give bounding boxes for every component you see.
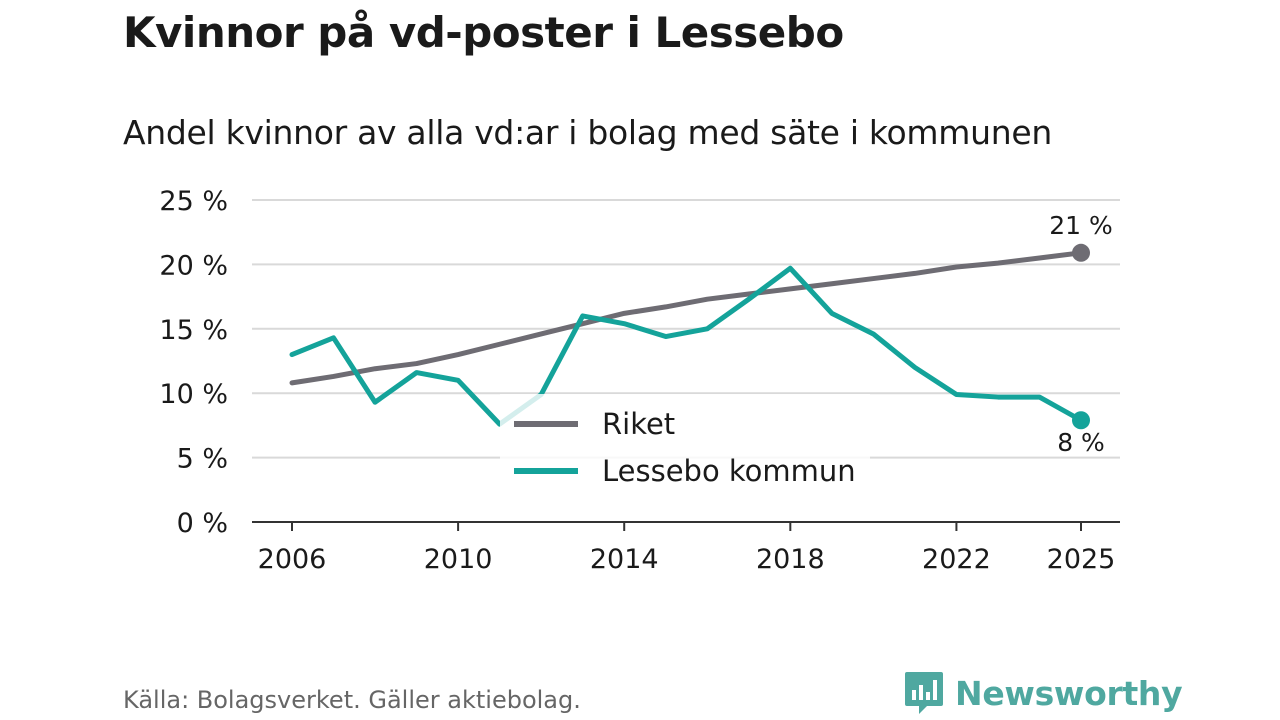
x-axis-tick-labels: 2006 2010 2014 2018 2022 2025	[258, 544, 1116, 575]
newsworthy-logo-icon	[905, 672, 943, 714]
x-tick-label: 2014	[590, 544, 659, 575]
legend-label: Riket	[602, 407, 675, 441]
series-line-lessebo	[289, 265, 1084, 427]
y-tick-label: 0 %	[177, 508, 228, 539]
x-tick-label: 2010	[424, 544, 493, 575]
y-tick-label: 10 %	[159, 379, 228, 410]
x-axis	[252, 521, 1120, 531]
source-note: Källa: Bolagsverket. Gäller aktiebolag.	[123, 686, 581, 714]
legend-background	[500, 394, 870, 494]
end-label: 8 %	[1057, 428, 1105, 457]
y-tick-label: 5 %	[177, 444, 228, 475]
x-tick-label: 2018	[756, 544, 825, 575]
end-point-marker	[1072, 411, 1090, 430]
brand-logo: Newsworthy	[903, 670, 1183, 716]
legend-label: Lessebo kommun	[602, 454, 856, 488]
y-tick-label: 15 %	[159, 315, 228, 346]
y-tick-label: 20 %	[159, 250, 228, 281]
brand-name: Newsworthy	[955, 673, 1183, 713]
end-label: 21 %	[1049, 211, 1113, 240]
chart-title: Kvinnor på vd-poster i Lessebo	[123, 8, 844, 57]
end-labels: 21 % 8 %	[1049, 211, 1113, 457]
x-tick-label: 2006	[258, 544, 327, 575]
chart-subtitle: Andel kvinnor av alla vd:ar i bolag med …	[123, 113, 1052, 152]
y-axis-tick-labels: 0 % 5 % 10 % 15 % 20 % 25 %	[159, 186, 228, 539]
series-line-riket	[289, 250, 1084, 386]
series-layer	[289, 243, 1090, 430]
end-point-marker	[1072, 243, 1090, 262]
y-tick-label: 25 %	[159, 186, 228, 217]
legend: Riket Lessebo kommun	[500, 394, 870, 494]
x-tick-label: 2022	[922, 544, 991, 575]
x-tick-label: 2025	[1047, 544, 1116, 575]
